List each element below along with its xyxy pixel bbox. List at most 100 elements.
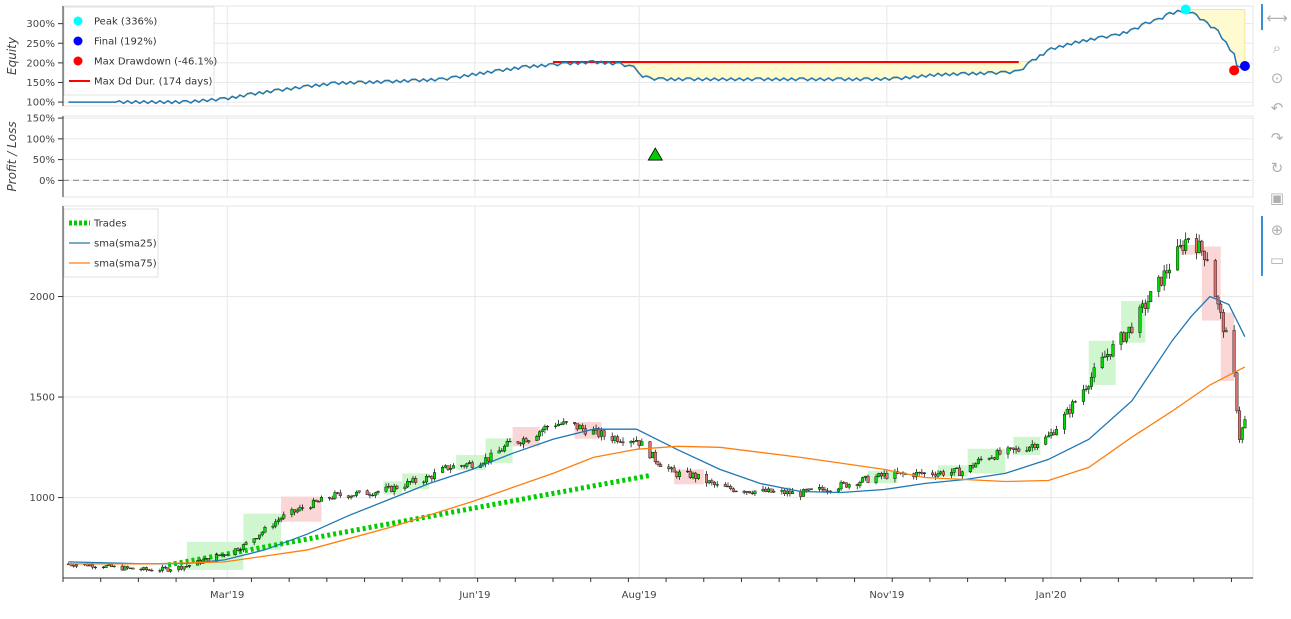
- candle-body: [1106, 354, 1110, 357]
- candle-body: [1006, 447, 1010, 455]
- candle-body: [993, 457, 997, 460]
- legend-label: Max Dd Dur. (174 days): [94, 77, 212, 88]
- candle-body: [863, 475, 867, 478]
- sma-line-sma-sma25-: [68, 295, 1246, 565]
- candle-body: [710, 480, 714, 483]
- candle-body: [1087, 386, 1091, 390]
- save-icon[interactable]: ▣: [1269, 189, 1285, 207]
- candle-body: [931, 472, 935, 475]
- candle-body: [74, 564, 78, 567]
- candle-body: [123, 566, 127, 571]
- candle-body: [1130, 326, 1134, 333]
- y-tick-label: 1500: [30, 393, 55, 404]
- candle-body: [500, 450, 504, 452]
- candle-body: [468, 462, 472, 464]
- candle-body: [885, 473, 889, 479]
- box-zoom-icon[interactable]: ⌕: [1272, 39, 1282, 57]
- candle-body: [449, 468, 453, 470]
- candle-body: [1054, 429, 1058, 436]
- candle-body: [613, 436, 617, 441]
- candle-body: [258, 534, 262, 539]
- candle-body: [1243, 419, 1247, 429]
- candle-body: [163, 566, 167, 569]
- candle-body: [1017, 448, 1021, 452]
- candle-body: [1049, 432, 1053, 437]
- candle-body: [177, 565, 181, 571]
- candle-body: [1033, 444, 1037, 449]
- candle-body: [241, 544, 245, 550]
- candle-body: [1011, 447, 1015, 450]
- candle-body: [599, 430, 603, 437]
- candle-body: [990, 457, 994, 459]
- candle-body: [855, 484, 859, 486]
- candle-body: [1224, 330, 1228, 333]
- candle-body: [276, 519, 280, 522]
- candle-body: [314, 499, 318, 502]
- candle-body: [748, 491, 752, 494]
- candle-body: [1071, 401, 1075, 414]
- candle-body: [1081, 389, 1085, 402]
- candle-body: [1146, 301, 1150, 309]
- candle-body: [842, 482, 846, 484]
- candle-body: [653, 451, 657, 462]
- undo-icon[interactable]: ↶: [1270, 99, 1284, 117]
- candle-body: [244, 542, 248, 545]
- legend-label: Peak (336%): [94, 17, 157, 28]
- candle-body: [610, 436, 614, 441]
- x-tick-label: Mar'19: [210, 590, 244, 601]
- candle-body: [1186, 238, 1190, 240]
- candle-body: [861, 477, 865, 483]
- candle-body: [406, 481, 410, 488]
- crosshair-icon[interactable]: ⊕: [1270, 221, 1284, 239]
- candle-body: [1046, 435, 1050, 438]
- profit-loss-panel: [63, 147, 1253, 181]
- candle-body: [225, 554, 229, 556]
- wheel-zoom-icon[interactable]: ⊙: [1270, 69, 1284, 87]
- candle-body: [282, 514, 286, 519]
- candle-body: [753, 490, 757, 494]
- candle-body: [745, 491, 749, 493]
- candle-body: [139, 568, 143, 571]
- redo-icon[interactable]: ↷: [1270, 129, 1284, 147]
- candle-body: [376, 490, 380, 493]
- candle-body: [839, 482, 843, 490]
- candle-body: [696, 474, 700, 479]
- candle-body: [974, 463, 978, 468]
- candle-body: [955, 467, 959, 469]
- candle-body: [742, 490, 746, 493]
- axes-labels: Mar'19 Jun'19 Aug'19 Nov'19 Jan'20 100% 150% 20…: [5, 6, 1253, 601]
- candle-body: [166, 567, 170, 572]
- hover-icon[interactable]: ▭: [1269, 251, 1285, 269]
- candle-body: [185, 565, 189, 568]
- legend-swatch: [73, 36, 83, 46]
- candle-body: [1162, 270, 1166, 286]
- reset-icon[interactable]: ↻: [1270, 159, 1284, 177]
- legends: Peak (336%) Final (192%) Max Drawdown (-46…: [63, 6, 217, 278]
- candle-body: [1065, 409, 1069, 415]
- candle-body: [223, 554, 227, 556]
- candle-body: [1073, 401, 1077, 403]
- trade-connector: [167, 472, 651, 568]
- candle-body: [1149, 291, 1153, 303]
- candle-body: [373, 492, 377, 496]
- candle-body: [882, 473, 886, 477]
- candle-body: [1092, 367, 1096, 378]
- candle-body: [112, 565, 116, 568]
- candle-body: [734, 490, 738, 493]
- candle-body: [338, 492, 342, 496]
- candle-body: [336, 492, 340, 494]
- candle-body: [263, 527, 267, 533]
- candle-body: [750, 492, 754, 494]
- candle-body: [726, 485, 730, 488]
- max-drawdown-marker: [1229, 65, 1240, 76]
- candle-body: [1014, 448, 1018, 450]
- candle-body: [731, 488, 735, 492]
- candle-body: [688, 470, 692, 478]
- candle-body: [1176, 246, 1180, 271]
- candle-body: [126, 566, 130, 569]
- equity-y-axis-label: Equity: [5, 36, 19, 75]
- candle-body: [637, 440, 641, 446]
- candle-body: [893, 471, 897, 479]
- pan-icon[interactable]: ⟷: [1266, 9, 1288, 27]
- candle-body: [109, 564, 113, 568]
